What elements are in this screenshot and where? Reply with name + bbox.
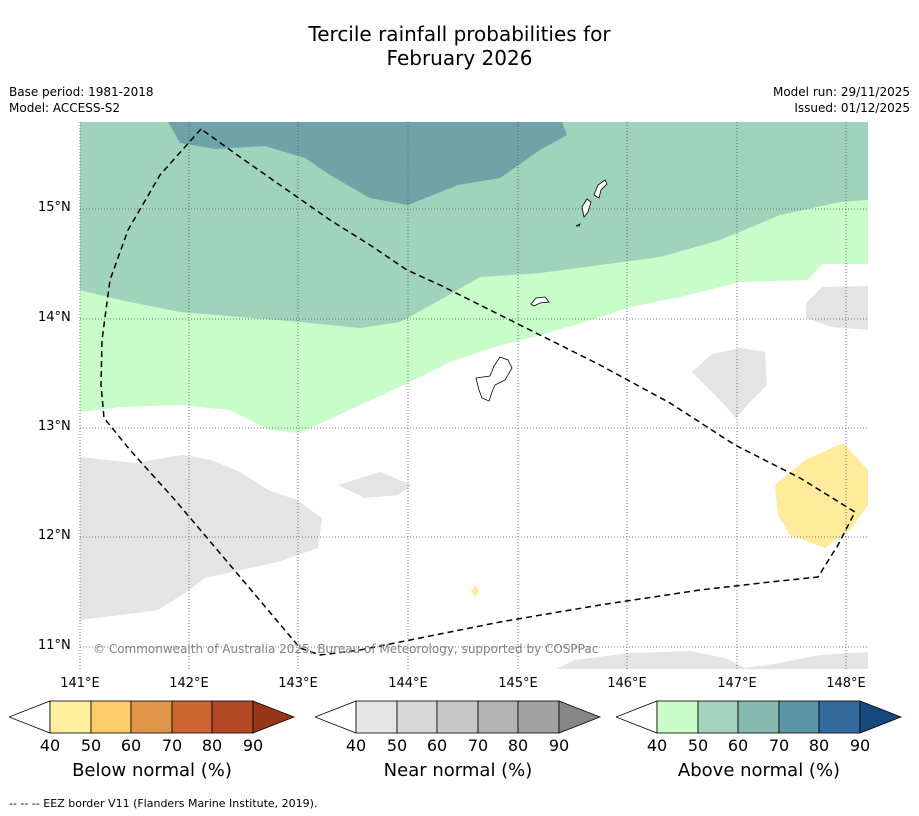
cbar-above-tick-50: 50 (687, 736, 709, 755)
title-line-1: Tercile rainfall probabilities for (308, 22, 611, 46)
model-text: Model: ACCESS-S2 (9, 101, 121, 115)
saipan-island (593, 179, 608, 199)
cbar-near-seg-4 (477, 700, 519, 734)
lon-label-148: 148°E (826, 676, 866, 691)
near-normal-small-patch (338, 472, 412, 498)
cbar-below-tick-80: 80 (201, 736, 223, 755)
title-line-2: February 2026 (386, 46, 533, 70)
lat-label-14: 14°N (38, 310, 71, 325)
lon-label-145: 145°E (498, 676, 538, 691)
cbar-above-tick-80: 80 (808, 736, 830, 755)
colorbar-above-swatches (614, 700, 903, 734)
tinian-island (581, 198, 592, 218)
colorbar-below-swatches (7, 700, 296, 734)
cbar-near-tick-60: 60 (426, 736, 448, 755)
near-normal-bottom-patch (555, 651, 868, 669)
meta-left: Base period: 1981-2018 Model: ACCESS-S2 (9, 84, 154, 116)
lon-label-147: 147°E (717, 676, 757, 691)
probability-map: © Commonwealth of Australia 2025, Bureau… (79, 122, 868, 669)
above-normal-60-70-region (168, 122, 567, 205)
lon-label-144: 144°E (388, 676, 428, 691)
cbar-below-tick-60: 60 (120, 736, 142, 755)
cbar-above-seg-0 (614, 700, 658, 734)
cbar-near-tick-40: 40 (345, 736, 367, 755)
cbar-below-seg-4 (171, 700, 213, 734)
copyright-text: © Commonwealth of Australia 2025, Bureau… (93, 642, 598, 656)
cbar-below-seg-1 (49, 700, 92, 734)
aguijan-island (575, 223, 581, 227)
chart-title: Tercile rainfall probabilities for Febru… (0, 22, 919, 70)
cbar-below-seg-0 (7, 700, 51, 734)
lon-label-143: 143°E (278, 676, 318, 691)
eez-footnote: -- -- -- EEZ border V11 (Flanders Marine… (9, 797, 318, 810)
cbar-near-seg-5 (517, 700, 560, 734)
below-normal-region (775, 443, 868, 548)
cbar-near-tick-50: 50 (386, 736, 408, 755)
cbar-above-seg-6 (859, 700, 903, 734)
cbar-above-tick-40: 40 (646, 736, 668, 755)
cbar-near-tick-90: 90 (548, 736, 570, 755)
cbar-above-seg-3 (737, 700, 780, 734)
cbar-above-tick-60: 60 (727, 736, 749, 755)
cbar-above-seg-5 (818, 700, 861, 734)
below-normal-dot (471, 585, 479, 597)
gridlines (79, 122, 868, 669)
cbar-above-title: Above normal (%) (677, 760, 841, 781)
rota-island (530, 296, 550, 307)
cbar-near-seg-6 (558, 700, 602, 734)
above-normal-50-60-region (80, 122, 868, 328)
cbar-below-title: Below normal (%) (72, 760, 232, 781)
cbar-below-tick-50: 50 (80, 736, 102, 755)
lat-label-13: 13°N (38, 419, 71, 434)
cbar-below-seg-6 (252, 700, 296, 734)
guam-island (475, 356, 513, 402)
cbar-below-seg-2 (90, 700, 132, 734)
meta-right: Model run: 29/11/2025 Issued: 01/12/2025 (773, 84, 910, 116)
cbar-above-seg-4 (778, 700, 820, 734)
cbar-near-seg-0 (313, 700, 357, 734)
lon-label-146: 146°E (607, 676, 647, 691)
cbar-below-tick-40: 40 (39, 736, 61, 755)
near-normal-west-region (80, 455, 322, 620)
map-layers (80, 122, 868, 669)
cbar-near-title: Near normal (%) (383, 760, 533, 781)
cbar-near-seg-1 (355, 700, 398, 734)
eez-border (100, 127, 856, 656)
cbar-below-tick-70: 70 (161, 736, 183, 755)
colorbar-near-swatches (313, 700, 602, 734)
cbar-near-seg-3 (436, 700, 479, 734)
cbar-near-seg-2 (396, 700, 438, 734)
lon-label-141: 141°E (60, 676, 100, 691)
cbar-below-seg-5 (211, 700, 254, 734)
cbar-above-tick-90: 90 (849, 736, 871, 755)
cbar-near-tick-80: 80 (507, 736, 529, 755)
colorbar-near-normal: 40 50 60 70 80 90 Near normal (%) (313, 700, 602, 790)
base-period-text: Base period: 1981-2018 (9, 85, 154, 99)
model-run-text: Model run: 29/11/2025 (772, 85, 910, 99)
islands (475, 179, 608, 402)
cbar-below-seg-3 (130, 700, 173, 734)
lon-label-142: 142°E (169, 676, 209, 691)
lat-label-11: 11°N (38, 638, 71, 653)
issued-text: Issued: 01/12/2025 (794, 101, 910, 115)
cbar-above-seg-2 (697, 700, 739, 734)
lat-label-12: 12°N (38, 528, 71, 543)
cbar-near-tick-70: 70 (467, 736, 489, 755)
cbar-below-tick-90: 90 (242, 736, 264, 755)
lat-label-15: 15°N (38, 200, 71, 215)
cbar-above-seg-1 (656, 700, 699, 734)
near-normal-east-patch (692, 348, 767, 418)
colorbar-above-normal: 40 50 60 70 80 90 Above normal (%) (614, 700, 903, 790)
cbar-above-tick-70: 70 (768, 736, 790, 755)
colorbar-below-normal: 40 50 60 70 80 90 Below normal (%) (7, 700, 296, 790)
